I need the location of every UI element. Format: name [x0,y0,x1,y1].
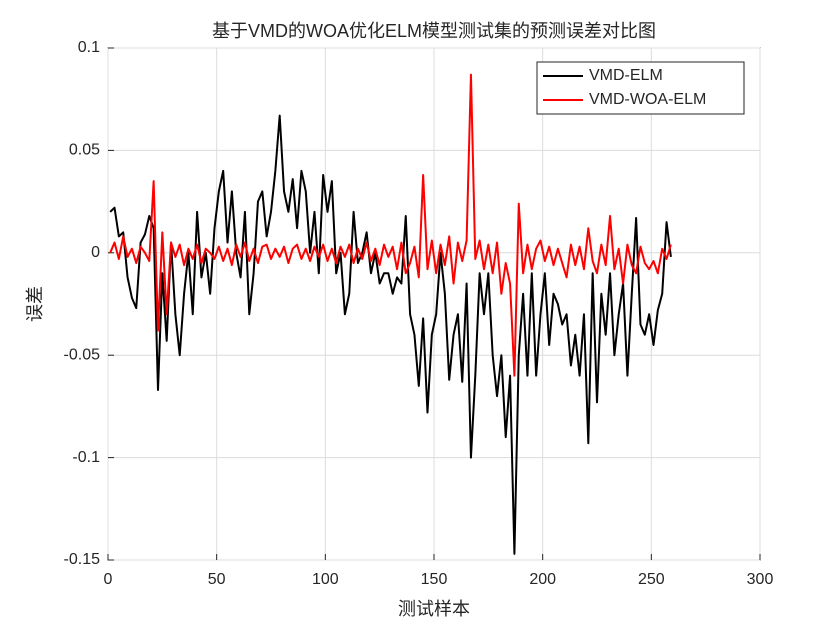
legend-label: VMD-ELM [589,67,663,84]
legend-box [536,61,745,115]
y-tick-label: 0 [91,244,100,261]
y-tick-label: 0.05 [69,142,100,159]
chart-title: 基于VMD的WOA优化ELM模型测试集的预测误差对比图 [212,21,656,41]
y-tick-label: 0.1 [78,39,100,56]
line-series [109,114,672,555]
y-tick-label: -0.15 [64,551,101,568]
x-tick-label: 250 [638,571,665,588]
legend-label: VMD-WOA-ELM [589,91,706,108]
line-series [109,73,672,377]
x-tick-label: 0 [104,571,113,588]
y-tick-label: -0.05 [64,346,101,363]
y-axis-label: 误差 [25,286,45,322]
x-tick-label: 300 [747,571,774,588]
x-tick-label: 200 [529,571,556,588]
x-tick-label: 50 [208,571,226,588]
x-tick-label: 150 [421,571,448,588]
x-axis-label: 测试样本 [398,599,470,619]
x-tick-label: 100 [312,571,339,588]
legend: VMD-ELM VMD-WOA-ELM [536,61,745,115]
y-tick-label: -0.1 [72,449,100,466]
